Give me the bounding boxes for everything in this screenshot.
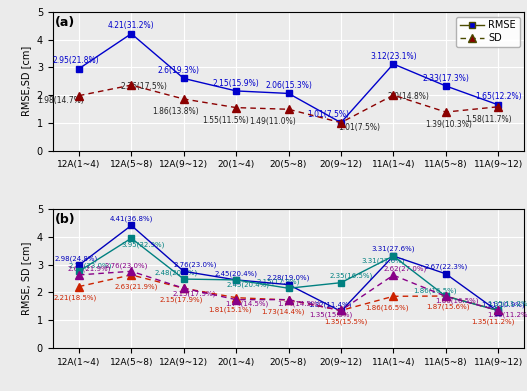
Text: 2.15(15.9%): 2.15(15.9%) [213,79,259,88]
Text: 1.35(11.2%): 1.35(11.2%) [487,301,527,307]
Text: 4.21(31.2%): 4.21(31.2%) [108,22,154,30]
Text: 1.65(12.2%): 1.65(12.2%) [475,93,522,102]
Text: 1.01(7.5%): 1.01(7.5%) [307,110,349,119]
Text: 2.15(17.9%): 2.15(17.9%) [256,278,300,285]
Text: 1.35(15.5%): 1.35(15.5%) [309,312,352,318]
Text: 2.48(20.6%): 2.48(20.6%) [154,269,198,276]
Text: 3.31(27.6%): 3.31(27.6%) [372,246,415,253]
Text: 2.0(14.8%): 2.0(14.8%) [387,92,429,101]
Text: 3.95(32.9%): 3.95(32.9%) [121,242,164,248]
Text: 1.86(16.5%): 1.86(16.5%) [435,298,479,304]
Text: 2.95(21.8%): 2.95(21.8%) [53,56,100,65]
Text: 1.31(10.9%): 1.31(10.9%) [482,302,525,308]
Text: 3.31(27.6%): 3.31(27.6%) [361,258,405,264]
Text: 2.45(20.4%): 2.45(20.4%) [226,281,269,288]
Text: 1.32(11.4%): 1.32(11.4%) [308,301,351,308]
Text: 2.06(15.3%): 2.06(15.3%) [265,81,312,90]
Text: 4.41(36.8%): 4.41(36.8%) [110,215,153,222]
Text: 2.98(24.8%): 2.98(24.8%) [55,255,98,262]
Text: 2.6(19.3%): 2.6(19.3%) [158,66,200,75]
Text: 1.35(11.2%): 1.35(11.2%) [471,318,514,325]
Text: 2.36(17.5%): 2.36(17.5%) [121,83,168,91]
Text: 1.35(15.5%): 1.35(15.5%) [325,319,368,325]
Text: 2.45(20.4%): 2.45(20.4%) [214,270,258,276]
Text: 2.35(16.5%): 2.35(16.5%) [330,273,373,279]
Text: 2.15(17.9%): 2.15(17.9%) [159,297,203,303]
Text: 2.21(18.5%): 2.21(18.5%) [53,295,96,301]
Text: 1.39(10.3%): 1.39(10.3%) [425,120,472,129]
Text: 1.73(14.4%): 1.73(14.4%) [261,308,305,315]
Text: 2.33(17.3%): 2.33(17.3%) [422,74,469,83]
Text: 2.62(27.0%): 2.62(27.0%) [383,266,426,273]
Text: 1.74(14.5%): 1.74(14.5%) [225,301,268,307]
Text: 2.76(23.0%): 2.76(23.0%) [69,262,112,269]
Text: 1.55(11.5%): 1.55(11.5%) [202,116,249,125]
Text: 1.86(13.8%): 1.86(13.8%) [152,107,199,117]
Legend: RMSE, SD: RMSE, SD [456,16,520,47]
Text: 2.15(17.9%): 2.15(17.9%) [172,290,216,297]
Text: 2.76(23.0%): 2.76(23.0%) [104,262,148,269]
Text: 2.63(21.9%): 2.63(21.9%) [115,283,158,290]
Text: 1.49(11.0%): 1.49(11.0%) [249,117,296,126]
Text: 1.87(15.6%): 1.87(15.6%) [427,304,470,310]
Y-axis label: RMSE, SD [cm]: RMSE, SD [cm] [21,242,31,315]
Text: 2.67(22.3%): 2.67(22.3%) [424,264,467,271]
Text: 1.86(16.5%): 1.86(16.5%) [365,305,409,311]
Text: 1.58(11.7%): 1.58(11.7%) [465,115,512,124]
Text: (a): (a) [55,16,75,29]
Text: 3.12(23.1%): 3.12(23.1%) [370,52,417,61]
Text: 1.74(14.5%): 1.74(14.5%) [277,301,320,307]
Y-axis label: RMSE,SD [cm]: RMSE,SD [cm] [21,46,31,117]
Text: 1.81(15.1%): 1.81(15.1%) [208,306,251,312]
Text: 1.86(16.5%): 1.86(16.5%) [414,287,457,294]
Text: 2.76(23.0%): 2.76(23.0%) [173,262,217,268]
Text: (b): (b) [55,213,76,226]
Text: 1.01(7.5%): 1.01(7.5%) [338,123,380,132]
Text: 2.63(21.9%): 2.63(21.9%) [67,265,111,272]
Text: 1.35(11.2%): 1.35(11.2%) [487,312,527,318]
Text: 2.28(19.0%): 2.28(19.0%) [267,275,310,281]
Text: 1.98(14.7%): 1.98(14.7%) [37,96,84,105]
